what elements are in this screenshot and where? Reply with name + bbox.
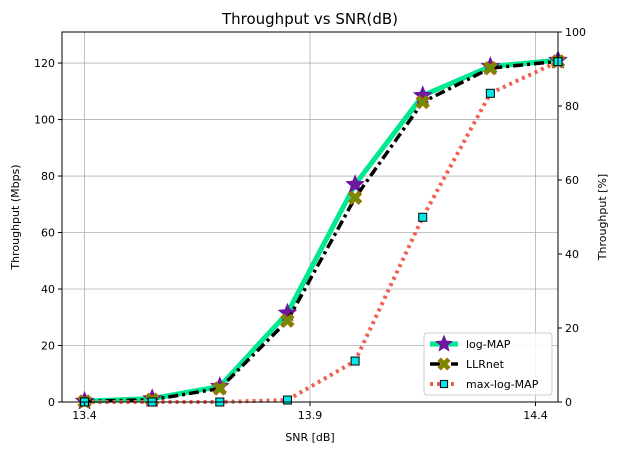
legend-entry-0: log-MAP: [466, 338, 511, 351]
legend-marker-2: [439, 379, 449, 389]
y-tick-label: 20: [41, 340, 55, 353]
y-tick-label: 0: [48, 396, 55, 409]
data-point-0-4: [345, 174, 365, 193]
grid: [62, 32, 558, 403]
series-line-1: [84, 59, 559, 404]
y-tick-label: 80: [41, 170, 55, 183]
data-point-1-5: [415, 94, 430, 110]
y-tick-label: 100: [34, 114, 55, 127]
legend-marker-1: [437, 357, 451, 371]
y2-axis-label: Throughput [%]: [596, 174, 609, 261]
y2-tick-label: 20: [565, 322, 579, 335]
legend-marker-0: [435, 334, 453, 352]
data-point-2-6: [485, 88, 495, 98]
data-point-1-3: [280, 313, 295, 328]
legend-entry-2: max-log-MAP: [466, 378, 539, 391]
y2-tick-label: 0: [565, 396, 572, 409]
chart-title: Throughput vs SNR(dB): [221, 10, 398, 28]
y-tick-label: 120: [34, 57, 55, 70]
data-point-2-5: [418, 212, 428, 222]
legend-entry-1: LLRnet: [466, 358, 505, 371]
y-axis-label: Throughput (Mbps): [9, 164, 22, 270]
data-point-1-6: [483, 60, 498, 76]
x-tick-label: 13.4: [72, 409, 97, 422]
y2-tick-label: 40: [565, 248, 579, 261]
y-tick-label: 40: [41, 283, 55, 296]
axis-ticks: 13.4 13.9 14.4 0 20 40 60 80 100 120 0 20 40 60 80 100: [34, 26, 586, 422]
data-point-2-4: [350, 356, 360, 366]
data-point-2-3: [282, 395, 292, 405]
y2-tick-label: 80: [565, 100, 579, 113]
x-tick-label: 13.9: [298, 409, 323, 422]
y2-tick-label: 60: [565, 174, 579, 187]
x-axis-label: SNR [dB]: [285, 431, 334, 444]
data-point-1-4: [347, 190, 363, 205]
data-point-1-2: [212, 381, 228, 396]
legend: log-MAP LLRnet max-log-MAP: [423, 332, 553, 396]
x-tick-label: 14.4: [523, 409, 548, 422]
y2-tick-label: 100: [565, 26, 586, 39]
legend-box: [423, 332, 553, 396]
y-tick-label: 60: [41, 227, 55, 240]
